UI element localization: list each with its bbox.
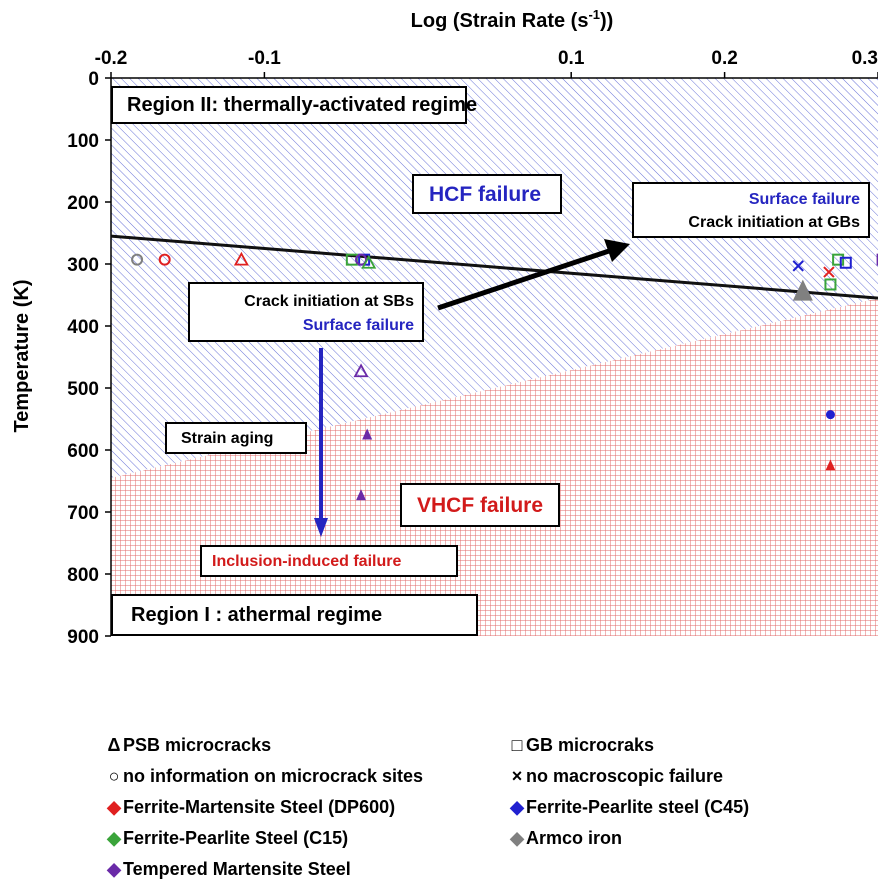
crack-gb-text: Crack initiation at GBs bbox=[688, 214, 860, 231]
data-point-circle bbox=[158, 253, 171, 266]
crack-arrowhead bbox=[604, 239, 630, 262]
y-tick-label: 600 bbox=[67, 441, 99, 462]
y-tick-label: 800 bbox=[67, 565, 99, 586]
legend-item-no-failure: × no macroscopic failure bbox=[508, 766, 723, 787]
y-tick-label: 900 bbox=[67, 627, 99, 648]
legend-diamond-icon: ◆ bbox=[510, 828, 524, 848]
inclusion-failure-label: Inclusion-induced failure bbox=[200, 545, 458, 577]
y-tick-label: 400 bbox=[67, 317, 99, 338]
legend-circle-icon: ○ bbox=[108, 766, 120, 786]
data-point-circle bbox=[131, 253, 144, 266]
legend-item-c45: ◆ Ferrite-Pearlite steel (C45) bbox=[508, 797, 749, 818]
crack-sb-text: Crack initiation at SBs bbox=[244, 293, 414, 310]
legend-diamond-icon: ◆ bbox=[510, 797, 524, 817]
data-point-triangle-filled bbox=[825, 459, 836, 471]
data-point-triangle-open bbox=[233, 251, 249, 266]
legend-item-armco: ◆ Armco iron bbox=[508, 828, 622, 849]
y-tick-label: 500 bbox=[67, 379, 99, 400]
x-axis-ticks: -0.2 -0.1 0.1 0.2 0.3 bbox=[95, 48, 878, 78]
data-point-triangle-filled bbox=[362, 428, 373, 440]
x-tick-label: -0.1 bbox=[248, 48, 281, 69]
x-tick-label: 0.1 bbox=[558, 48, 585, 69]
trend-line bbox=[110, 234, 878, 300]
y-axis-ticks: 0 100 200 300 400 500 600 700 800 900 bbox=[67, 69, 111, 648]
data-point-circle-filled bbox=[825, 410, 835, 420]
y-tick-label: 200 bbox=[67, 193, 99, 214]
strain-aging-arrowhead bbox=[314, 518, 328, 537]
legend-item-no-info: ○ no information on microcrack sites bbox=[105, 766, 424, 787]
region-i-label: Region I : athermal regime bbox=[111, 594, 478, 636]
legend-item-psb: Δ PSB microcracks bbox=[105, 735, 272, 756]
data-point-triangle-open bbox=[361, 254, 377, 269]
legend-diamond-icon: ◆ bbox=[107, 859, 121, 879]
surface-failure-gb-label: Surface failure Crack initiation at GBs bbox=[632, 182, 870, 238]
surface-failure-text: Surface failure bbox=[748, 191, 860, 208]
x-axis-title: Log (Strain Rate (s-1)) bbox=[411, 7, 614, 32]
y-tick-label: 0 bbox=[88, 69, 99, 90]
strain-aging-label: Strain aging bbox=[165, 422, 307, 454]
y-tick-label: 700 bbox=[67, 503, 99, 524]
data-point-square bbox=[824, 278, 837, 291]
data-point-cross bbox=[823, 266, 835, 278]
legend-diamond-icon: ◆ bbox=[107, 828, 121, 848]
data-point-square bbox=[839, 256, 852, 269]
legend-item-tempered: ◆ Tempered Martensite Steel bbox=[105, 859, 351, 880]
legend-item-gb: □ GB microcraks bbox=[508, 735, 655, 756]
region-ii-label: Region II: thermally-activated regime bbox=[111, 86, 477, 124]
data-point-square bbox=[832, 253, 845, 266]
x-tick-label: 0.2 bbox=[711, 48, 737, 69]
y-tick-label: 100 bbox=[67, 131, 99, 152]
legend-triangle-icon: Δ bbox=[107, 735, 121, 755]
legend-diamond-icon: ◆ bbox=[107, 797, 121, 817]
data-point-triangle-filled bbox=[792, 279, 813, 301]
x-tick-label: 0.3 bbox=[852, 48, 878, 69]
data-point-cross bbox=[792, 260, 804, 272]
legend-item-c15: ◆ Ferrite-Pearlite Steel (C15) bbox=[105, 828, 348, 849]
vhcf-label: VHCF failure bbox=[400, 483, 560, 527]
y-tick-label: 300 bbox=[67, 255, 99, 276]
legend-square-icon: □ bbox=[511, 735, 523, 755]
data-point-circle bbox=[355, 253, 368, 266]
region-upper-hatch bbox=[111, 78, 878, 478]
data-point-triangle-filled bbox=[356, 489, 367, 501]
legend-cross-icon: × bbox=[511, 766, 523, 786]
crack-sb-label: Crack initiation at SBs Surface failure bbox=[188, 282, 424, 342]
legend-item-dp600: ◆ Ferrite-Martensite Steel (DP600) bbox=[105, 797, 395, 818]
sb-surface-failure-text: Surface failure bbox=[302, 317, 414, 334]
hcf-label: HCF failure bbox=[412, 174, 562, 214]
y-axis-title: Temperature (K) bbox=[11, 280, 33, 433]
data-point-triangle-open bbox=[353, 363, 369, 378]
crack-arrow bbox=[437, 247, 613, 311]
x-tick-label: -0.2 bbox=[95, 48, 128, 69]
